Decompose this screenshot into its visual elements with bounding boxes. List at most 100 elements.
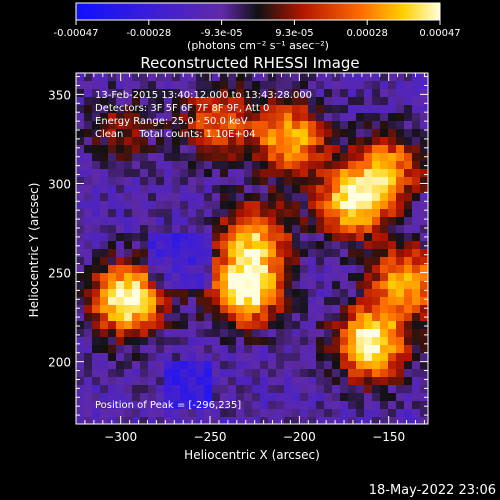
heatmap-cell [116, 353, 124, 361]
heatmap-cell [268, 217, 276, 225]
heatmap-cell [260, 209, 268, 217]
heatmap-cell [236, 89, 244, 97]
heatmap-cell [220, 169, 228, 177]
heatmap-cell [124, 305, 132, 313]
heatmap-cell [228, 321, 236, 329]
heatmap-cell [412, 385, 420, 393]
heatmap-cell [348, 233, 356, 241]
heatmap-cell [100, 113, 108, 121]
heatmap-cell [132, 169, 140, 177]
heatmap-cell [300, 241, 308, 249]
heatmap-cell [396, 337, 404, 345]
heatmap-cell [196, 89, 204, 97]
heatmap-cell [228, 305, 236, 313]
heatmap-cell [356, 265, 364, 273]
heatmap-cell [212, 377, 220, 385]
heatmap-cell [316, 145, 324, 153]
heatmap-cell [148, 81, 156, 89]
heatmap-cell [396, 241, 404, 249]
heatmap-cell [228, 289, 236, 297]
heatmap-cell [332, 153, 340, 161]
heatmap-cell [140, 161, 148, 169]
heatmap-cell [76, 281, 84, 289]
heatmap-cell [372, 409, 380, 417]
heatmap-cell [252, 353, 260, 361]
heatmap-cell [236, 209, 244, 217]
heatmap-cell [260, 153, 268, 161]
heatmap-cell [300, 369, 308, 377]
heatmap-cell [244, 81, 252, 89]
heatmap-cell [164, 129, 172, 137]
heatmap-cell [204, 153, 212, 161]
heatmap-cell [212, 145, 220, 153]
heatmap-cell [292, 169, 300, 177]
heatmap-cell [236, 345, 244, 353]
heatmap-cell [300, 217, 308, 225]
heatmap-cell [244, 121, 252, 129]
heatmap-cell [348, 257, 356, 265]
heatmap-cell [420, 241, 428, 249]
heatmap-cell [332, 313, 340, 321]
heatmap-cell [244, 201, 252, 209]
heatmap-cell [108, 145, 116, 153]
heatmap-cell [348, 161, 356, 169]
heatmap-cell [388, 297, 396, 305]
heatmap-cell [188, 369, 196, 377]
heatmap-cell [276, 409, 284, 417]
heatmap-cell [284, 169, 292, 177]
heatmap-cell [372, 225, 380, 233]
heatmap-cell [196, 233, 204, 241]
heatmap-cell [76, 377, 84, 385]
heatmap-cell [364, 337, 372, 345]
heatmap-cell [356, 377, 364, 385]
heatmap-cell [340, 377, 348, 385]
heatmap-cell [348, 401, 356, 409]
heatmap-cell [308, 113, 316, 121]
heatmap-cell [268, 409, 276, 417]
heatmap-cell [172, 337, 180, 345]
heatmap-cell [132, 281, 140, 289]
heatmap-cell [276, 105, 284, 113]
heatmap-cell [108, 241, 116, 249]
heatmap-cell [188, 137, 196, 145]
heatmap-cell [228, 145, 236, 153]
heatmap-cell [108, 105, 116, 113]
heatmap-cell [132, 209, 140, 217]
heatmap-cell [164, 113, 172, 121]
heatmap-cell [308, 377, 316, 385]
heatmap-cell [116, 121, 124, 129]
heatmap-cell [404, 233, 412, 241]
heatmap-cell [356, 121, 364, 129]
heatmap-cell [244, 73, 252, 81]
heatmap-cell [100, 297, 108, 305]
heatmap-cell [388, 305, 396, 313]
heatmap-cell [364, 377, 372, 385]
heatmap-cell [356, 321, 364, 329]
heatmap-cell [396, 409, 404, 417]
heatmap-cell [340, 217, 348, 225]
heatmap-cell [332, 417, 340, 424]
heatmap-cell [164, 369, 172, 377]
heatmap-cell [292, 225, 300, 233]
heatmap-cell [340, 337, 348, 345]
heatmap-cell [276, 345, 284, 353]
heatmap-cell [124, 393, 132, 401]
heatmap-cell [364, 233, 372, 241]
heatmap-cell [380, 105, 388, 113]
heatmap-cell [108, 129, 116, 137]
heatmap-cell [220, 345, 228, 353]
heatmap-cell [420, 337, 428, 345]
heatmap-cell [388, 265, 396, 273]
heatmap-cell [172, 161, 180, 169]
heatmap-cell [188, 89, 196, 97]
heatmap-cell [212, 241, 220, 249]
heatmap-cell [228, 377, 236, 385]
heatmap-cell [300, 401, 308, 409]
heatmap-cell [252, 73, 260, 81]
heatmap-cell [332, 137, 340, 145]
heatmap-cell [412, 105, 420, 113]
heatmap-cell [220, 129, 228, 137]
heatmap-cell [332, 105, 340, 113]
heatmap-cell [84, 233, 92, 241]
heatmap-cell [340, 305, 348, 313]
